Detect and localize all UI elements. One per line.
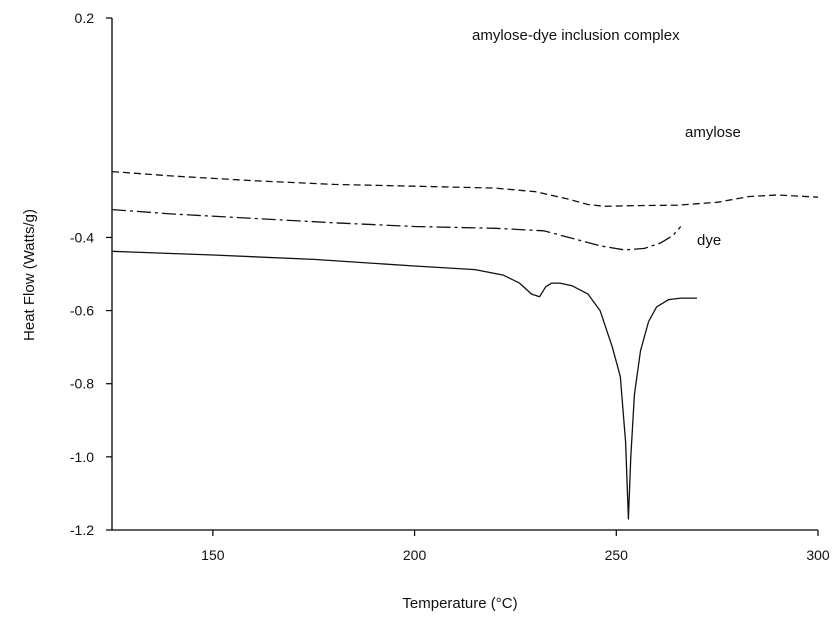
y-tick-label: 0.2 [75, 10, 95, 26]
series-line-2 [111, 250, 697, 520]
x-tick-label: 200 [403, 547, 427, 563]
series-line-1 [111, 208, 682, 251]
x-tick-label: 250 [605, 547, 629, 563]
series-label-dye: dye [697, 232, 721, 249]
x-tick-label: 150 [201, 547, 225, 563]
y-axis-title: Heat Flow (Watts/g) [21, 209, 38, 341]
series-label-amylose: amylose [685, 124, 741, 141]
y-tick-label: -0.8 [70, 376, 94, 392]
axis-ticks: 150 200 250 300 0.2 -0.4 -0.6 -0.8 -1.0 -1.2 [70, 10, 830, 563]
series-label-complex: amylose-dye inclusion complex [472, 27, 680, 44]
y-tick-label: -1.0 [70, 449, 94, 465]
series-line-0 [111, 170, 819, 207]
y-tick-label: -0.4 [70, 229, 94, 245]
x-axis-title: Temperature (°C) [402, 595, 517, 612]
series-group [111, 170, 819, 520]
x-tick-label: 300 [806, 547, 830, 563]
y-tick-label: -1.2 [70, 522, 94, 538]
y-tick-label: -0.6 [70, 303, 94, 319]
